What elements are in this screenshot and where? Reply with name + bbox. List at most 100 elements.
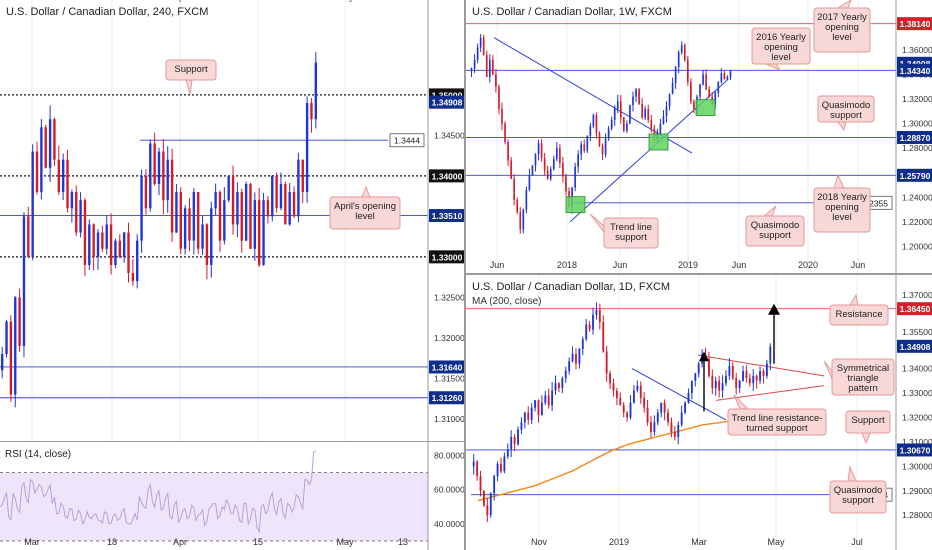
weekly-candle-body [534, 154, 537, 166]
h4-candle-body [253, 200, 257, 249]
daily-ytick: 1.33000 [902, 388, 932, 398]
h4-candle-body [292, 192, 296, 217]
daily-candle-body [547, 395, 550, 406]
daily-candle-body [530, 407, 533, 420]
daily-callout-resistance: Resistance [829, 293, 889, 326]
h4-callout-support-text: Support [174, 64, 208, 75]
weekly-candle-body [702, 74, 704, 85]
weekly-xtick: 2019 [678, 260, 698, 270]
h4-candle-body [27, 216, 30, 257]
h4-candle-body [57, 159, 61, 193]
daily-callout-quasimodo-text: Quasimodo [834, 485, 883, 496]
weekly-candle-body [690, 81, 692, 102]
daily-candle-body [680, 412, 683, 425]
weekly-candle-body [482, 37, 485, 55]
daily-candle-body [517, 429, 519, 445]
h4-candle-body [183, 208, 187, 249]
weekly-callout-2017-text: level [832, 32, 852, 43]
h4-level-1-34908-tag-text: 1.34908 [432, 98, 463, 108]
daily-candle-body [575, 353, 577, 364]
h4-candle-body [201, 224, 204, 249]
weekly-candle-body [528, 175, 531, 190]
weekly-candle-body [693, 101, 695, 109]
daily-candle-body [472, 461, 475, 467]
daily-callout-support-text: Support [851, 415, 885, 426]
h4-candlestick-chart[interactable]: Mar 18 Apr 15 May 13 1.34500 1.32500 1.32000 1.31… [0, 0, 464, 441]
weekly-candle-body [577, 154, 579, 167]
weekly-candle-body [525, 189, 528, 210]
daily-candle-body [609, 373, 612, 384]
daily-candle-body [510, 437, 513, 450]
weekly-candlestick-chart[interactable]: Jun2018Jun2019Jun2020Jun1.360001.340001.… [466, 0, 932, 273]
daily-candle-body [561, 378, 564, 389]
h4-ytick: 1.31000 [434, 414, 464, 424]
rsi-indicator-panel[interactable]: 80.0000 60.0000 40.0000 Mar 18 Apr 15 May 13 RSI… [0, 441, 464, 550]
weekly-candle-body [485, 54, 488, 77]
daily-trendline-resistance [631, 368, 727, 421]
daily-candle-body [707, 358, 710, 376]
daily-arrow-up-right-head [768, 303, 780, 315]
h4-candle-body [297, 159, 300, 217]
h4-candle-body [144, 175, 148, 209]
h4-candle-body [310, 102, 313, 120]
daily-candle-body [762, 371, 765, 376]
weekly-ytick: 1.20000 [902, 241, 932, 251]
daily-candle-body [735, 378, 738, 389]
daily-candle-body [520, 422, 523, 430]
h4-candle-body [218, 192, 222, 241]
daily-level-1-36450-tag-text: 1.36450 [900, 304, 931, 314]
daily-ytick: 1.35500 [902, 327, 932, 337]
h4-title: U.S. Dollar / Canadian Dollar, 240, FXCM [6, 6, 208, 18]
daily-candlestick-chart[interactable]: Nov 2019 Mar May Jul 1.37000 1.35500 1.34000 1.3… [466, 275, 932, 550]
h4-ytick: 1.32500 [434, 292, 464, 302]
rsi-title: RSI (14, close) [5, 449, 71, 460]
h4-candle-body [249, 183, 252, 249]
weekly-candle-body [537, 143, 540, 155]
weekly-callout-qm-upper-bubble [817, 95, 875, 123]
weekly-candle-body [616, 101, 619, 109]
daily-candle-body [731, 366, 734, 379]
h4-candle-body [101, 232, 104, 249]
weekly-candle-body [501, 108, 503, 124]
rsi-xtick: May [336, 537, 354, 547]
weekly-callout-2016-text: 2016 Yearly [756, 32, 806, 43]
h4-level-1-34908-tag-box [429, 95, 464, 109]
rsi-xtick: 18 [107, 537, 117, 547]
daily-candle-body [728, 366, 731, 376]
weekly-callout-qm-lower-bubble [745, 215, 805, 247]
daily-candle-body [653, 422, 656, 433]
h4-candle-body [66, 159, 69, 209]
daily-candle-body [629, 402, 632, 418]
weekly-candle-body [705, 74, 707, 90]
weekly-candle-body [601, 145, 604, 155]
daily-callout-triangle-pointer [823, 360, 833, 380]
h4-candle-body [92, 224, 95, 257]
weekly-candle-body [717, 81, 720, 93]
weekly-candle-body [595, 115, 598, 134]
daily-candle-body [489, 493, 492, 516]
weekly-level-1-25790-tag-box [897, 168, 932, 182]
h4-xtick: Apr [173, 0, 187, 2]
h4-level-1-31640-tag-text: 1.31640 [432, 362, 463, 372]
h4-candle-body [18, 297, 21, 346]
h4-candle-body [231, 175, 235, 225]
daily-candle-body [551, 390, 554, 406]
weekly-candle-body [626, 123, 628, 131]
daily-candle-body [656, 412, 659, 423]
daily-ytick: 1.30000 [902, 461, 932, 471]
daily-candle-body [571, 353, 574, 362]
rsi-ytick: 60.0000 [434, 485, 464, 495]
daily-callout-triangle-text: triangle [847, 373, 878, 384]
daily-candle-body [557, 383, 560, 389]
daily-candle-body [639, 385, 642, 398]
weekly-candle-body [540, 143, 543, 158]
daily-candle-body [663, 402, 666, 413]
weekly-candle-body [607, 128, 610, 139]
daily-callout-resistance-pointer [849, 293, 859, 306]
weekly-candle-body [470, 68, 473, 71]
